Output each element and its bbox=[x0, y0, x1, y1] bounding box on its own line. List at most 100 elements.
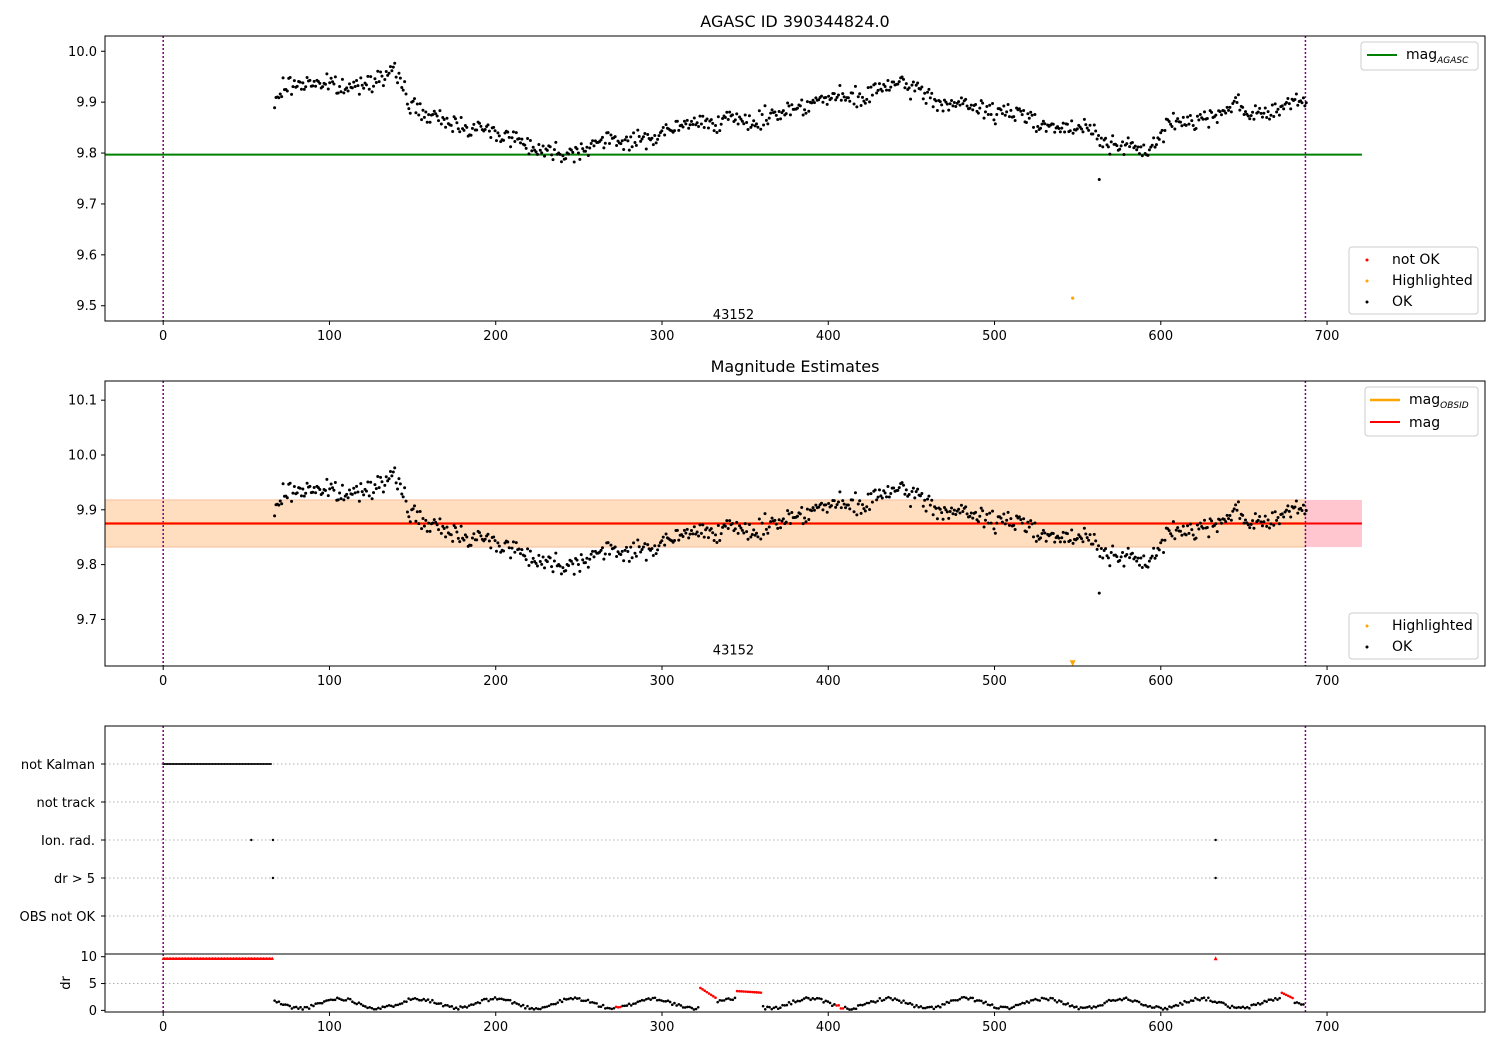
ok-point bbox=[892, 486, 896, 490]
dr-ok-point bbox=[1114, 999, 1117, 1002]
ok-point bbox=[528, 549, 532, 553]
dr-ok-point bbox=[307, 1007, 311, 1010]
ok-point bbox=[1262, 111, 1266, 115]
ok-point bbox=[1181, 115, 1185, 119]
ok-point bbox=[1104, 547, 1108, 551]
dr-ok-point bbox=[1245, 1005, 1249, 1009]
ok-point bbox=[470, 536, 474, 540]
ok-point bbox=[1146, 565, 1150, 569]
ok-point bbox=[1026, 112, 1030, 116]
ok-point bbox=[398, 482, 402, 486]
ok-point bbox=[926, 90, 930, 94]
ok-point bbox=[983, 518, 987, 522]
ok-point bbox=[1241, 105, 1245, 109]
ok-point bbox=[834, 98, 838, 102]
ok-point bbox=[677, 128, 681, 132]
dr-ok-point bbox=[428, 1000, 432, 1004]
y-tick-label: 9.7 bbox=[76, 197, 97, 212]
ok-point bbox=[328, 487, 332, 491]
flag-point bbox=[192, 763, 195, 765]
ok-point bbox=[690, 529, 693, 533]
ok-point bbox=[493, 539, 497, 543]
dr-ok-point bbox=[869, 1000, 873, 1003]
ok-point bbox=[585, 145, 589, 149]
ok-point bbox=[342, 91, 346, 95]
ok-point bbox=[514, 131, 518, 135]
dr-ok-point bbox=[513, 1001, 516, 1004]
dr-ok-point bbox=[521, 1003, 525, 1007]
ok-point bbox=[411, 99, 415, 103]
ok-point bbox=[398, 76, 402, 80]
ok-point bbox=[362, 86, 366, 90]
dr-ok-point bbox=[636, 1000, 640, 1004]
dr-ok-point bbox=[1066, 1002, 1070, 1005]
dr-ok-point bbox=[686, 1005, 689, 1009]
dr-ok-point bbox=[573, 996, 577, 999]
ok-point bbox=[606, 131, 610, 135]
ok-point bbox=[1150, 554, 1154, 558]
ok-point bbox=[682, 528, 686, 532]
ok-point bbox=[835, 95, 839, 99]
ok-point bbox=[721, 117, 725, 121]
ok-point bbox=[609, 133, 613, 137]
dr-axis-label: dr bbox=[59, 976, 74, 990]
ok-point bbox=[388, 469, 392, 473]
dr-ok-point bbox=[532, 1008, 536, 1011]
ok-point bbox=[520, 548, 524, 552]
ok-point bbox=[766, 531, 770, 535]
ok-point bbox=[695, 530, 699, 534]
ok-point bbox=[1243, 110, 1247, 114]
dr-ok-point bbox=[768, 1005, 771, 1009]
y-tick-label: 9.8 bbox=[76, 558, 97, 573]
ok-point bbox=[1099, 136, 1103, 140]
agasc-magnitude-panel: AGASC ID 390344824.0 9.59.69.79.89.910.0… bbox=[68, 12, 1486, 344]
ok-point bbox=[420, 118, 424, 122]
ok-point bbox=[496, 131, 500, 135]
dr-ok-point bbox=[1267, 998, 1271, 1001]
dr-ok-point bbox=[277, 1000, 281, 1003]
flag-point bbox=[1214, 876, 1217, 880]
ok-point bbox=[390, 474, 394, 478]
ok-point bbox=[1272, 115, 1276, 119]
ok-point bbox=[278, 499, 282, 503]
ok-point bbox=[1098, 555, 1102, 559]
ok-point bbox=[1070, 528, 1074, 532]
ok-point bbox=[445, 116, 449, 120]
ok-point bbox=[646, 133, 650, 137]
ok-point bbox=[715, 540, 719, 544]
ok-point bbox=[930, 498, 934, 502]
ok-point bbox=[453, 526, 457, 530]
dr-ok-point bbox=[541, 1006, 544, 1009]
panel1-title: AGASC ID 390344824.0 bbox=[700, 12, 889, 31]
ok-point bbox=[346, 89, 350, 93]
dr-ok-point bbox=[1274, 996, 1277, 1000]
ok-point bbox=[863, 509, 867, 513]
ok-point bbox=[615, 554, 619, 558]
ok-point bbox=[407, 107, 411, 111]
dr-ok-point bbox=[556, 1001, 560, 1004]
ok-point bbox=[1118, 147, 1122, 151]
ok-point bbox=[821, 100, 825, 104]
dr-ok-point bbox=[390, 1004, 393, 1008]
ok-point bbox=[1207, 125, 1211, 129]
ok-point bbox=[288, 75, 292, 79]
dr-ok-point bbox=[1209, 999, 1212, 1003]
dr-ok-point bbox=[1006, 1006, 1009, 1009]
dr-ok-point bbox=[1010, 1006, 1013, 1010]
ok-point bbox=[817, 98, 821, 102]
ok-point bbox=[305, 76, 309, 80]
ok-point bbox=[534, 561, 538, 565]
ok-point bbox=[959, 503, 963, 507]
ok-point bbox=[684, 531, 688, 535]
ok-point bbox=[739, 117, 743, 121]
ok-point bbox=[807, 518, 811, 522]
dr-ok-point bbox=[980, 999, 983, 1003]
ok-point bbox=[305, 481, 309, 485]
ok-point bbox=[869, 85, 873, 89]
ok-point bbox=[694, 532, 698, 536]
dr-ok-point bbox=[856, 1004, 860, 1007]
ok-point bbox=[537, 553, 541, 557]
ok-point bbox=[938, 507, 942, 511]
dr-ok-point bbox=[861, 1003, 864, 1007]
